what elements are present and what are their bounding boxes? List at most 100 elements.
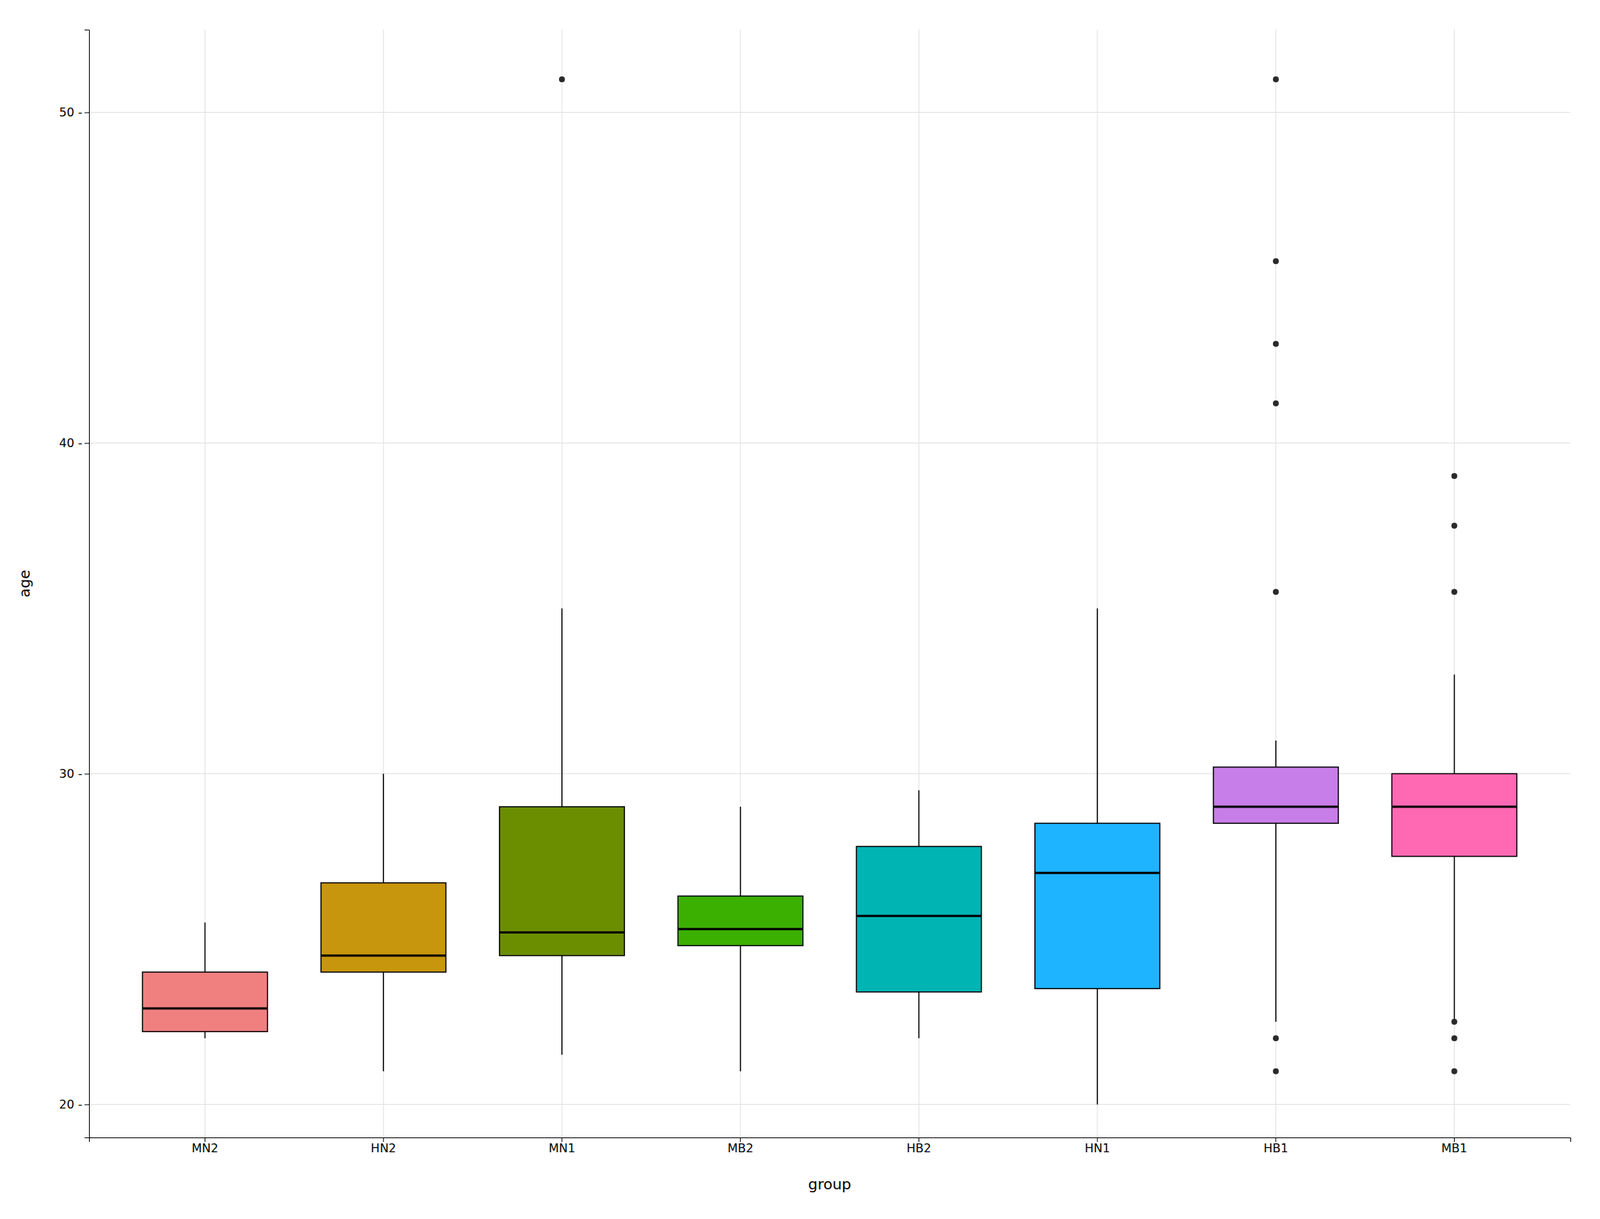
grid-line-y <box>88 1103 1571 1105</box>
grid-line-x <box>739 29 741 1138</box>
x-tick: MN1 <box>548 1137 576 1156</box>
box-group <box>856 790 982 1038</box>
outlier <box>1451 473 1458 479</box>
box-group <box>499 76 626 1056</box>
outlier <box>1273 1035 1279 1041</box>
whisker-high <box>1096 607 1099 823</box>
grid-line-y <box>88 773 1571 775</box>
x-tick-label: MN2 <box>191 1141 218 1156</box>
grid-line-x <box>1453 29 1455 1138</box>
y-axis-title: age <box>15 569 34 597</box>
y-tick-mark <box>84 111 89 113</box>
whisker-high <box>1275 740 1277 768</box>
x-tick: MN2 <box>191 1137 218 1156</box>
outlier <box>1273 258 1279 264</box>
whisker-high <box>739 806 742 896</box>
x-axis-line <box>89 1138 1572 1143</box>
whisker-high <box>204 922 207 973</box>
y-axis: 20 - 30 - 40 - 50 - <box>59 30 90 1139</box>
box <box>1391 773 1517 856</box>
y-tick: 40 - <box>59 435 89 451</box>
whisker-high <box>1453 674 1456 775</box>
y-tick: 30 - <box>59 766 89 781</box>
whisker-low <box>204 1031 207 1038</box>
outlier <box>1451 1068 1458 1075</box>
median <box>1035 871 1161 875</box>
y-tick-label: 40 - <box>59 435 83 451</box>
outlier <box>1273 1068 1279 1075</box>
x-tick: MB2 <box>727 1137 754 1156</box>
y-axis-line <box>84 30 90 1139</box>
whisker-low <box>1096 988 1099 1104</box>
box <box>677 895 803 946</box>
box-group <box>321 773 447 1071</box>
box <box>1035 822 1161 989</box>
y-tick-mark <box>84 442 89 444</box>
grid-line-x <box>561 29 563 1138</box>
x-axis-title: group <box>808 1175 852 1193</box>
x-tick-label: HB2 <box>906 1141 932 1156</box>
outlier <box>1451 1035 1458 1041</box>
whisker-low <box>739 945 742 1071</box>
outlier <box>1451 1018 1458 1025</box>
median <box>677 928 803 931</box>
outlier <box>1273 341 1279 347</box>
x-tick: MB1 <box>1441 1137 1468 1156</box>
y-tick-label: 50 - <box>59 105 83 120</box>
outlier <box>1273 76 1279 83</box>
outlier <box>1273 400 1279 407</box>
x-tick: HB2 <box>906 1137 932 1156</box>
box <box>142 972 268 1032</box>
median <box>1213 805 1340 809</box>
outlier <box>1273 588 1279 595</box>
x-tick: HN1 <box>1084 1137 1110 1156</box>
whisker-high <box>918 790 921 847</box>
grid <box>88 29 1571 1138</box>
outlier <box>1451 588 1458 595</box>
marks <box>142 76 1517 1105</box>
box <box>856 846 982 993</box>
whisker-high <box>561 607 563 807</box>
outlier <box>559 76 565 83</box>
box-group <box>1213 76 1340 1075</box>
x-tick-label: MB1 <box>1441 1141 1468 1156</box>
x-tick: HN2 <box>370 1137 396 1156</box>
box-group <box>1391 473 1517 1075</box>
whisker-low <box>561 955 563 1056</box>
median <box>142 1007 268 1010</box>
median <box>321 954 447 957</box>
chart: 20 - 30 - 40 - 50 - MN2 HN2 MN1 MB2 HB2 HN1 HB1 MB1… <box>0 0 1600 1219</box>
grid-line-y <box>88 111 1571 113</box>
whisker-low <box>1453 856 1456 1022</box>
box-group <box>1035 607 1161 1104</box>
x-tick-label: HN2 <box>370 1141 396 1156</box>
y-tick-label: 30 - <box>59 766 83 781</box>
grid-line-y <box>88 442 1571 444</box>
grid-line-x <box>204 29 206 1138</box>
box <box>1213 767 1340 824</box>
whisker-low <box>918 992 921 1038</box>
median <box>1391 805 1517 809</box>
x-tick-label: MN1 <box>548 1141 576 1156</box>
x-axis: MN2 HN2 MN1 MB2 HB2 HN1 HB1 MB1 <box>89 1137 1572 1156</box>
whisker-low <box>382 972 385 1072</box>
x-tick-label: HN1 <box>1084 1141 1110 1156</box>
y-tick-mark <box>84 1103 89 1105</box>
y-tick: 20 - <box>59 1097 89 1112</box>
outlier <box>1451 522 1458 529</box>
box-group <box>677 806 803 1072</box>
whisker-high <box>382 773 385 883</box>
y-tick: 50 - <box>59 105 89 120</box>
x-tick-label: HB1 <box>1263 1141 1288 1156</box>
y-tick-label: 20 - <box>59 1097 83 1112</box>
y-tick-mark <box>84 773 89 775</box>
box <box>321 883 447 973</box>
whisker-low <box>1275 822 1277 1022</box>
box <box>499 806 626 956</box>
x-tick: HB1 <box>1263 1137 1288 1156</box>
median <box>856 914 982 918</box>
grid-line-x <box>1275 29 1276 1138</box>
box-group <box>142 922 268 1038</box>
median <box>499 931 626 934</box>
x-tick-label: MB2 <box>727 1141 754 1156</box>
